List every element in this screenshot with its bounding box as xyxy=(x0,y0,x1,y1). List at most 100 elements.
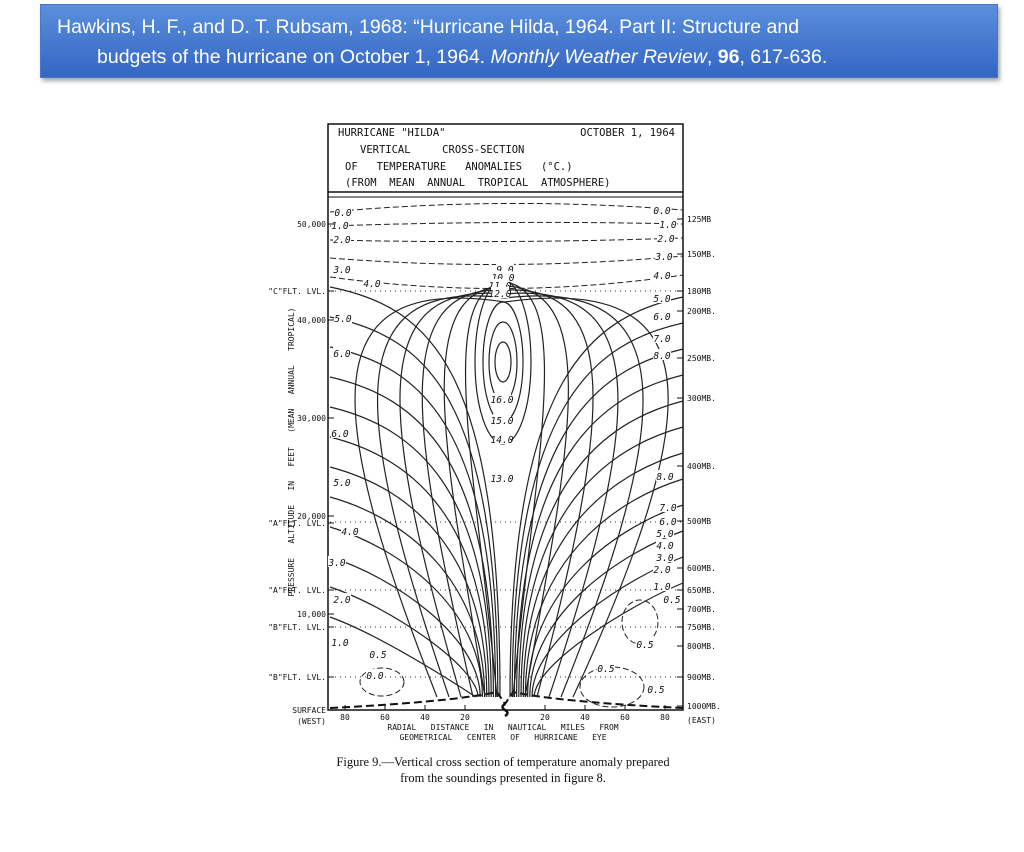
left-axis-label: (WEST) xyxy=(297,717,326,726)
label-backing xyxy=(493,472,511,483)
label-backing xyxy=(653,580,671,591)
label-backing xyxy=(494,271,512,282)
label-backing xyxy=(653,310,671,321)
right-axis-label: 500MB xyxy=(687,517,711,526)
contour-line xyxy=(329,426,684,698)
contour-label: 5.0 xyxy=(333,478,350,489)
left-axis-label: SURFACE xyxy=(292,706,326,715)
label-backing xyxy=(496,263,514,274)
label-backing xyxy=(334,312,352,323)
label-backing xyxy=(331,219,349,230)
x-tick-label: 40 xyxy=(420,713,430,722)
contour-label: 9.0 xyxy=(496,265,513,276)
contour-label: 4.0 xyxy=(341,527,358,538)
contour-label: 2.0 xyxy=(333,595,350,606)
contour-label: 2.0 xyxy=(657,234,674,245)
right-axis-label: 300MB. xyxy=(687,394,716,403)
x-tick-label: 60 xyxy=(380,713,390,722)
contour-label: 3.0 xyxy=(654,252,672,263)
label-backing xyxy=(491,287,509,298)
contour-line xyxy=(579,666,645,708)
label-backing xyxy=(659,218,677,229)
x-tick-label: 80 xyxy=(340,713,350,722)
contour-label: 4.0 xyxy=(363,279,380,290)
label-backing xyxy=(657,232,675,243)
citation-text: , xyxy=(706,46,718,68)
citation-text: , 617-636. xyxy=(739,46,828,68)
y-axis-title: PRESSURE ALTITUDE IN FEET (MEAN ANNUAL T… xyxy=(287,308,296,597)
left-axis-label: "A"FLT. LVL. xyxy=(268,586,326,595)
figure: HURRICANE "HILDA" OCTOBER 1, 1964 VERTICAL… xyxy=(268,123,721,785)
contour-label: 0.5 xyxy=(647,685,664,696)
caption: from the soundings presented in figure 8… xyxy=(400,771,606,785)
eye-symbol xyxy=(501,702,509,718)
contour-label: 6.0 xyxy=(659,517,676,528)
label-backing xyxy=(333,476,351,487)
contour-line xyxy=(329,452,684,698)
label-backing xyxy=(493,414,511,425)
label-backing xyxy=(333,593,351,604)
right-axis-label: 400MB. xyxy=(687,462,716,471)
contour-label: 14.0 xyxy=(491,435,514,446)
left-axis-label: 10,000 xyxy=(297,610,326,619)
label-backing xyxy=(493,433,511,444)
contour-label: 11.0 xyxy=(489,281,512,292)
right-axis-label: 750MB. xyxy=(687,623,716,632)
label-backing xyxy=(656,551,674,562)
left-axis-label: "B"FLT. LVL. xyxy=(268,623,326,632)
right-axis-label: (EAST) xyxy=(687,716,716,725)
label-backing xyxy=(647,683,665,694)
contour-label: 7.0 xyxy=(653,334,670,345)
contour-label: 1.0 xyxy=(331,638,348,649)
x-axis-title: GEOMETRICAL CENTER OF HURRICANE EYE xyxy=(399,733,606,742)
contour-label: 4.0 xyxy=(656,541,673,552)
contour-label: 2.0 xyxy=(333,235,350,246)
label-backing xyxy=(653,332,671,343)
right-axis-label: 180MB xyxy=(687,287,711,296)
label-backing xyxy=(663,593,681,604)
left-axis-label: "B"FLT. LVL. xyxy=(268,673,326,682)
label-backing xyxy=(659,501,677,512)
x-tick-label: 40 xyxy=(580,713,590,722)
contour-label: 1.0 xyxy=(653,582,670,593)
right-axis-label: 700MB. xyxy=(687,605,716,614)
right-axis-label: 600MB. xyxy=(687,564,716,573)
contour-label: 0.0 xyxy=(366,671,383,682)
left-axis-label: "A"FLT. LVL. xyxy=(268,519,326,528)
contour-line xyxy=(421,289,594,698)
contour-label: 12.0 xyxy=(489,289,512,300)
citation-line: Hawkins, H. F., and D. T. Rubsam, 1968: … xyxy=(57,16,800,38)
label-backing xyxy=(653,349,671,360)
contour-label: 10.0 xyxy=(492,273,515,284)
contour-label: 5.0 xyxy=(334,314,351,325)
journal: Monthly Weather Review xyxy=(490,46,707,68)
contour-line xyxy=(399,292,619,698)
label-backing xyxy=(653,269,671,280)
volume: 96 xyxy=(717,46,740,68)
left-axis-label: "C"FLT. LVL. xyxy=(268,287,326,296)
right-axis-label: 150MB. xyxy=(687,250,716,259)
contour-label: 1.0 xyxy=(331,221,348,232)
label-backing xyxy=(333,233,351,244)
label-backing xyxy=(655,250,673,261)
left-axis-label: 20,000 xyxy=(297,512,326,521)
contour-line xyxy=(494,341,512,383)
x-tick-label: 20 xyxy=(460,713,470,722)
contour-line xyxy=(329,202,684,213)
right-axis-label: 1000MB. xyxy=(687,702,721,711)
contour-line xyxy=(488,321,518,403)
label-backing xyxy=(334,206,352,217)
contour-label: 0.5 xyxy=(597,664,614,675)
label-backing xyxy=(653,204,671,215)
label-backing xyxy=(656,527,674,538)
caption: Figure 9.—Vertical cross section of temp… xyxy=(336,755,670,769)
label-backing xyxy=(331,427,349,438)
header-text: HURRICANE "HILDA" xyxy=(338,127,445,139)
contour-label: 13.0 xyxy=(491,474,514,485)
contour-label: 4.0 xyxy=(653,271,670,282)
left-axis-label: 40,000 xyxy=(297,316,326,325)
contour-label: 3.0 xyxy=(332,265,350,276)
x-tick-label: 60 xyxy=(620,713,630,722)
label-backing xyxy=(656,539,674,550)
contour-label: 6.0 xyxy=(653,312,670,323)
